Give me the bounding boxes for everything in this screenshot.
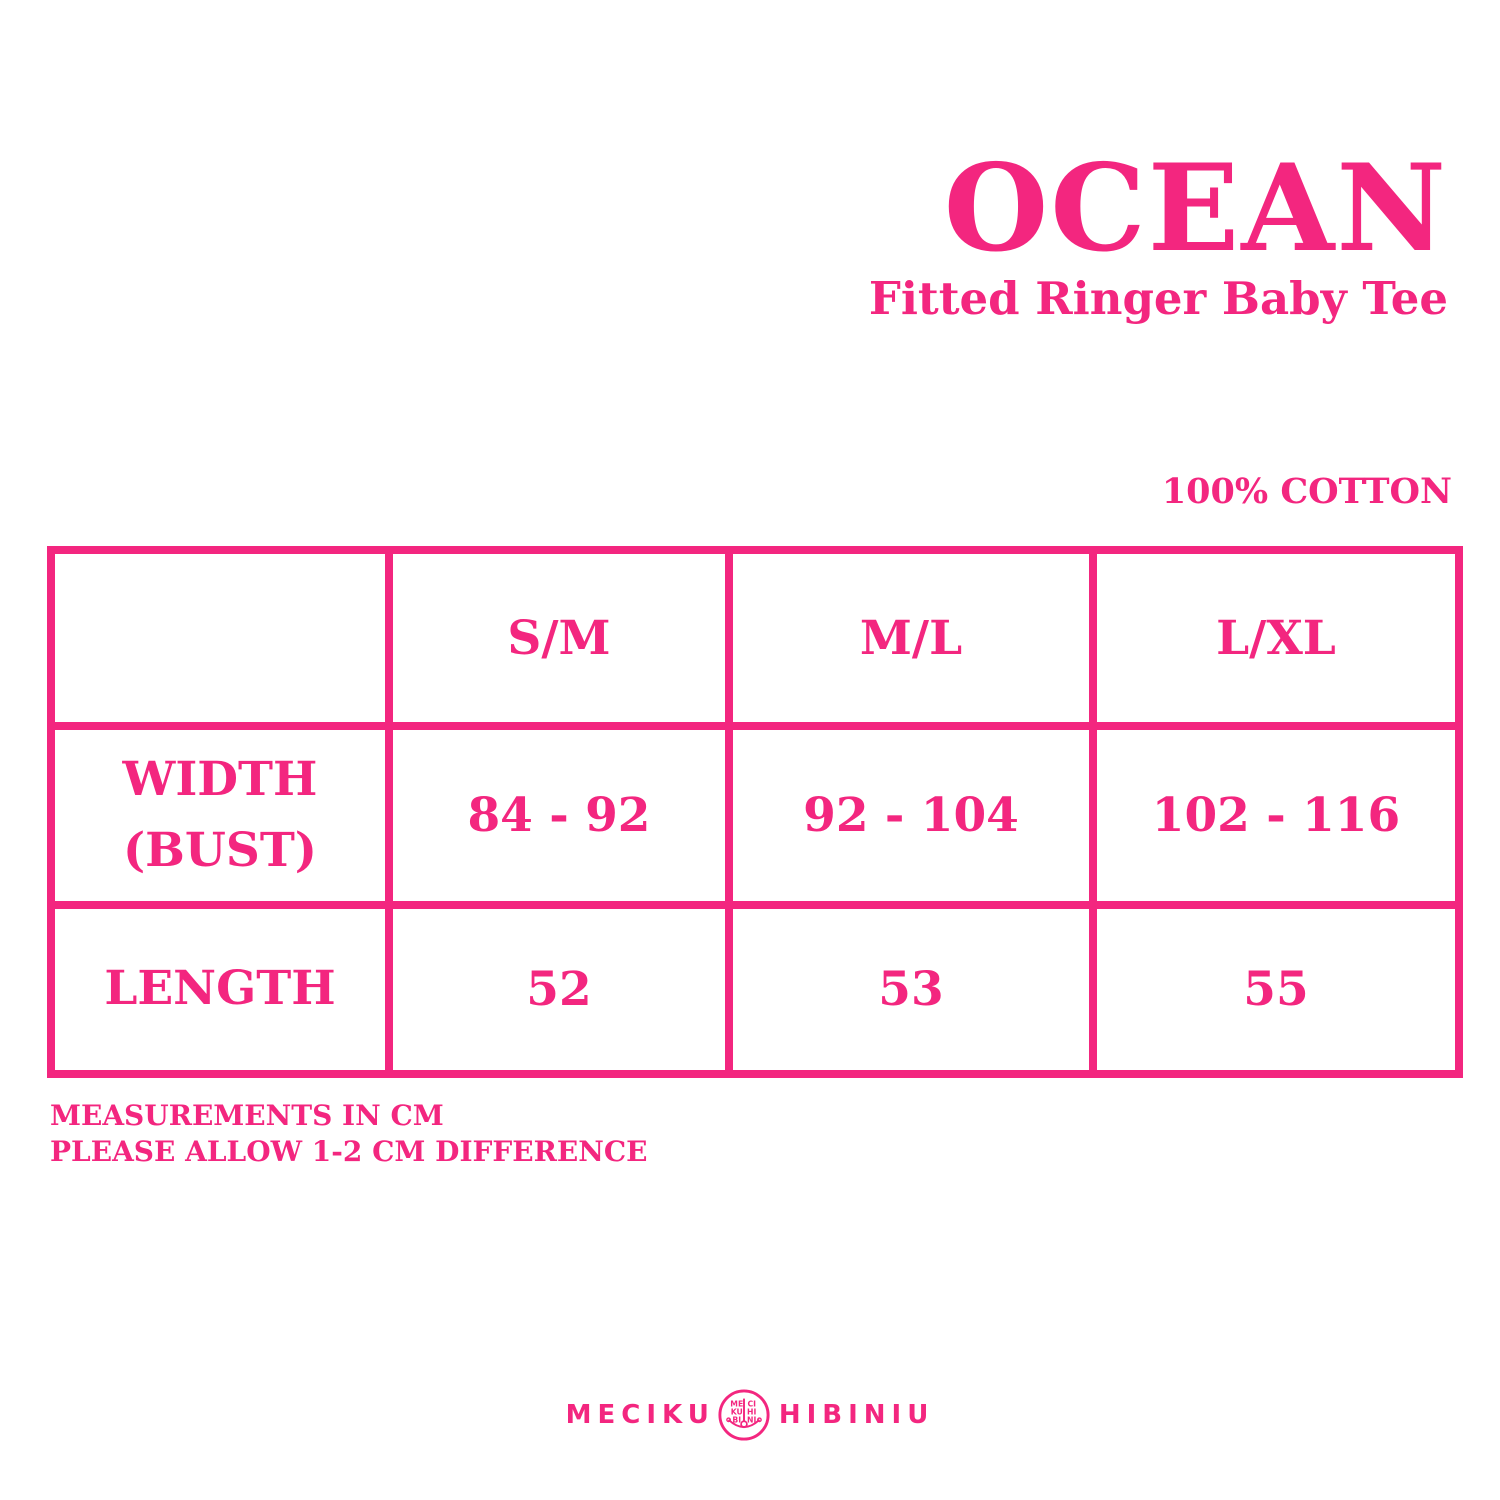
brand-emblem-icon: ME KU BI CI HI NI bbox=[718, 1389, 770, 1441]
size-table: S/M M/L L/XL WIDTH (BUST) 84 - 92 92 - 1… bbox=[47, 546, 1463, 1078]
product-subtitle: Fitted Ringer Baby Tee bbox=[868, 272, 1448, 326]
row-label-width-bust: WIDTH (BUST) bbox=[47, 722, 393, 909]
row-label-length: LENGTH bbox=[47, 901, 393, 1078]
size-header-sm: S/M bbox=[385, 546, 733, 730]
svg-text:NI: NI bbox=[747, 1416, 756, 1425]
table-header-row: S/M M/L L/XL bbox=[47, 546, 1463, 730]
size-header-lxl: L/XL bbox=[1089, 546, 1463, 730]
svg-text:ME: ME bbox=[730, 1399, 743, 1408]
length-value-lxl: 55 bbox=[1089, 901, 1463, 1078]
length-value-ml: 53 bbox=[725, 901, 1097, 1078]
note-units: MEASUREMENTS IN CM bbox=[50, 1099, 444, 1132]
measurement-notes: MEASUREMENTS IN CM PLEASE ALLOW 1-2 CM D… bbox=[50, 1098, 647, 1171]
length-value-sm: 52 bbox=[385, 901, 733, 1078]
table-row-length: LENGTH 52 53 55 bbox=[47, 901, 1463, 1078]
brand-name-right: HIBINIU bbox=[778, 1400, 935, 1430]
product-title: OCEAN bbox=[943, 138, 1448, 279]
svg-text:KU: KU bbox=[731, 1408, 743, 1417]
table-corner-cell bbox=[47, 546, 393, 730]
table-row-width: WIDTH (BUST) 84 - 92 92 - 104 102 - 116 bbox=[47, 722, 1463, 909]
title-block: OCEAN Fitted Ringer Baby Tee bbox=[868, 138, 1448, 326]
note-tolerance: PLEASE ALLOW 1-2 CM DIFFERENCE bbox=[50, 1135, 648, 1169]
size-header-ml: M/L bbox=[725, 546, 1097, 730]
brand-name-left: MECIKU bbox=[565, 1400, 715, 1430]
svg-text:CI: CI bbox=[747, 1399, 756, 1408]
svg-text:BI: BI bbox=[732, 1416, 741, 1425]
width-value-sm: 84 - 92 bbox=[385, 722, 733, 909]
width-value-ml: 92 - 104 bbox=[725, 722, 1097, 909]
brand-logo: MECIKU ME KU BI CI HI NI HIBINIU bbox=[0, 1388, 1500, 1442]
material-note: 100% COTTON bbox=[1161, 471, 1452, 512]
svg-text:HI: HI bbox=[747, 1408, 756, 1417]
width-value-lxl: 102 - 116 bbox=[1089, 722, 1463, 909]
